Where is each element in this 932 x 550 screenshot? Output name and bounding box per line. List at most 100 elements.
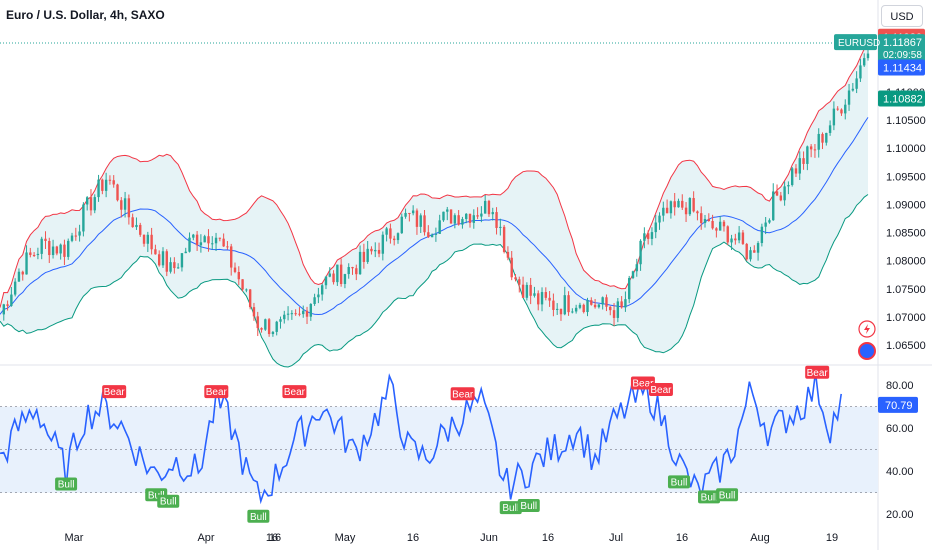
candle-body [142, 234, 146, 244]
candle-body [381, 234, 385, 254]
candle-body [93, 197, 96, 211]
candle-body [662, 207, 665, 216]
candle-body [404, 212, 407, 217]
candle-body [855, 78, 858, 89]
time-tick-label: Apr [197, 532, 214, 544]
candle-body [741, 232, 745, 244]
candle-body [324, 276, 328, 286]
lower-band-price-tag [878, 90, 925, 107]
side-icons[interactable] [858, 320, 876, 360]
candle-body [63, 244, 66, 257]
candle-body [336, 264, 339, 283]
bull-signal [698, 490, 721, 504]
basis-price-tag [878, 59, 925, 76]
candle-body [430, 234, 434, 238]
candle-body [544, 292, 548, 298]
candle-body [783, 186, 786, 201]
currency-button[interactable]: USD [881, 5, 923, 27]
candle-body [275, 321, 278, 332]
candlestick-series [2, 46, 870, 337]
candle-body [465, 213, 468, 220]
candle-body [328, 273, 331, 277]
candle-body [139, 224, 142, 235]
candle-body [116, 184, 119, 201]
signal-label: Bull [701, 492, 718, 503]
signal-label: Bull [520, 501, 537, 512]
candle-body [840, 109, 843, 114]
candle-body [51, 246, 55, 256]
candle-body [847, 90, 851, 105]
candle-body [813, 149, 817, 151]
chart-title: Euro / U.S. Dollar, 4h, SAXO [6, 8, 165, 22]
candle-body [207, 236, 210, 244]
candle-body [612, 310, 616, 318]
candle-body [396, 233, 400, 241]
price-tick-label: 1.08500 [886, 228, 926, 240]
candle-body [794, 168, 798, 174]
lightning-glyph [864, 324, 870, 334]
candle-body [230, 246, 233, 268]
candle-body [161, 251, 165, 266]
candle-body [165, 251, 168, 272]
candle-body [476, 215, 479, 217]
candle-body [756, 243, 760, 253]
bear-signal [648, 382, 673, 396]
candle-body [317, 294, 320, 298]
candle-body [480, 213, 483, 217]
candle-body [120, 200, 123, 210]
signal-label: Bear [807, 368, 829, 379]
candle-body [150, 234, 153, 250]
price-tick-label: 1.10000 [886, 143, 926, 155]
bear-signal [282, 385, 307, 399]
candle-body [521, 284, 525, 298]
candle-body [358, 251, 362, 275]
event-icon[interactable] [858, 342, 876, 360]
candle-body [237, 271, 240, 280]
candle-body [286, 313, 290, 315]
candle-body [241, 279, 244, 290]
candle-body [635, 264, 638, 272]
candle-body [734, 238, 737, 241]
candle-body [108, 179, 112, 181]
candle-body [540, 292, 544, 305]
candle-body [696, 211, 699, 214]
basis-line [0, 117, 869, 315]
rsi-value-label: 70.79 [885, 400, 913, 412]
symbol-tag [834, 34, 877, 51]
candle-body [298, 313, 301, 315]
candle-body [438, 220, 441, 234]
candle-body [218, 237, 222, 239]
candle-body [491, 212, 494, 215]
bear-signal [630, 376, 655, 390]
candle-body [131, 217, 134, 228]
candle-body [692, 198, 695, 212]
price-tick-label: 1.08000 [886, 256, 926, 268]
candle-body [525, 284, 529, 298]
candle-body [48, 240, 51, 256]
candle-body [760, 226, 764, 244]
candle-body [199, 242, 203, 246]
candle-body [809, 146, 813, 150]
candle-body [586, 300, 589, 313]
candle-body [89, 197, 93, 211]
candle-body [605, 297, 608, 307]
candle-body [313, 297, 316, 304]
candle-body [449, 209, 453, 224]
candle-body [559, 308, 563, 315]
candle-body [768, 220, 771, 223]
candle-body [279, 319, 282, 322]
candle-body [457, 215, 460, 225]
time-tick-label: 16 [542, 532, 554, 544]
signal-label: Bull [502, 503, 519, 514]
bull-signal [157, 494, 180, 508]
candle-body [631, 271, 635, 279]
candle-body [730, 238, 733, 243]
candle-body [343, 274, 347, 284]
candle-body [453, 215, 457, 224]
candle-body [790, 168, 794, 186]
rsi-pane [0, 372, 878, 505]
signal-label: Bear [206, 387, 228, 398]
candle-body [25, 252, 28, 275]
